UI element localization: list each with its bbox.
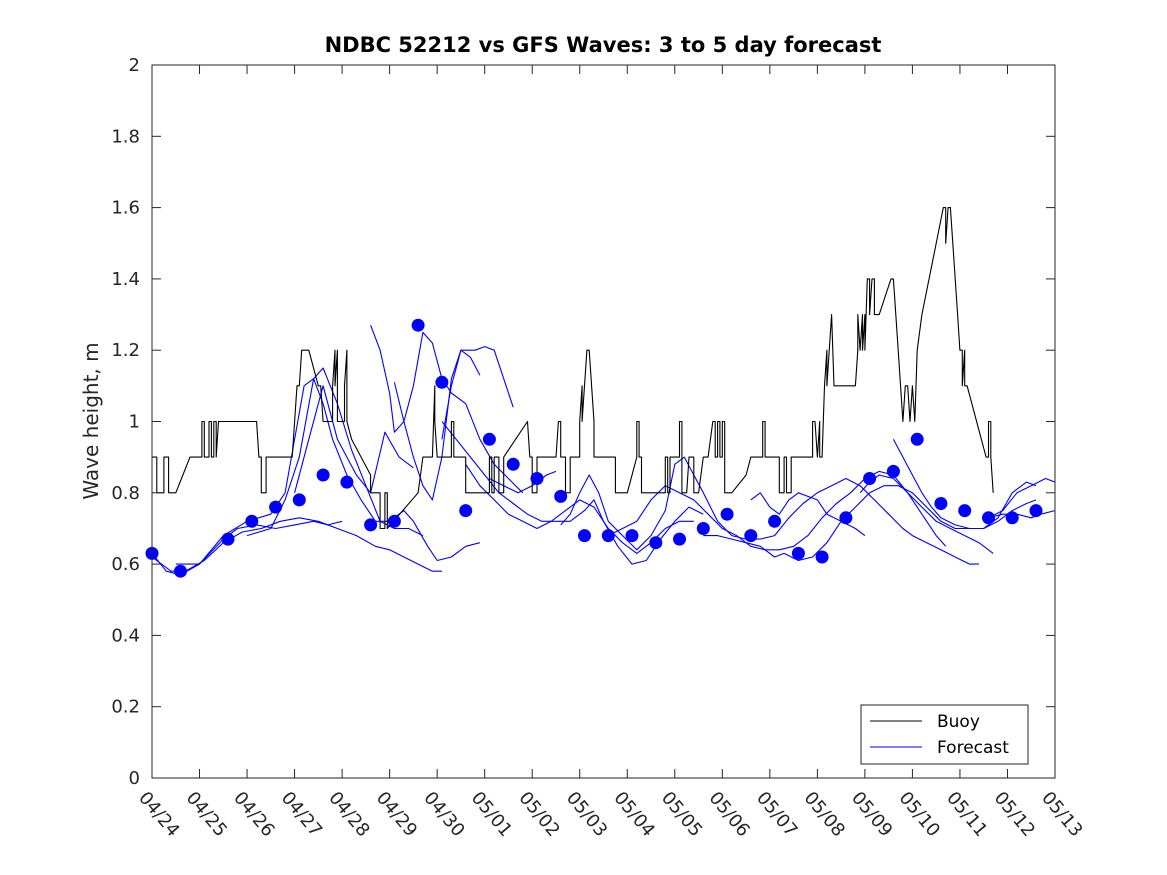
forecast-series-line <box>175 378 481 565</box>
y-tick-label: 2 <box>129 55 140 76</box>
forecast-point <box>886 464 900 478</box>
forecast-point <box>839 511 853 525</box>
y-tick-label: 1.8 <box>111 126 140 147</box>
forecast-point <box>411 318 425 332</box>
forecast-series-line <box>892 439 1037 530</box>
forecast-point <box>601 529 615 543</box>
y-tick-label: 1.2 <box>111 340 140 361</box>
forecast-point <box>1029 504 1043 518</box>
forecast-point <box>863 472 877 485</box>
forecast-point <box>174 564 187 578</box>
forecast-point <box>554 489 568 503</box>
forecast-point <box>506 457 520 471</box>
forecast-point <box>340 475 354 489</box>
y-tick-label: 0.6 <box>111 554 140 575</box>
forecast-point <box>696 522 710 535</box>
forecast-point <box>815 550 829 564</box>
legend-box <box>860 704 1029 765</box>
forecast-series-line <box>294 385 414 494</box>
forecast-point <box>482 432 496 446</box>
forecast-point <box>269 500 283 514</box>
y-tick-label: 0 <box>129 768 140 789</box>
marker-layer <box>145 318 1043 578</box>
y-tick-label: 0.4 <box>111 625 140 646</box>
forecast-point <box>958 504 972 518</box>
y-tick-label: 0.2 <box>111 697 140 718</box>
forecast-point <box>245 514 259 528</box>
forecast-point <box>316 468 330 482</box>
forecast-series-line <box>393 349 481 501</box>
forecast-point <box>649 536 663 550</box>
forecast-point <box>578 529 591 543</box>
y-tick-label: 1.6 <box>111 198 140 219</box>
forecast-point <box>459 504 473 518</box>
forecast-point <box>768 514 782 528</box>
forecast-point <box>625 529 639 543</box>
forecast-series-line <box>370 325 524 494</box>
y-tick-label: 1 <box>129 412 140 433</box>
forecast-point <box>364 518 378 532</box>
forecast-series-line <box>988 510 1055 519</box>
legend: Buoy Forecast <box>860 704 1029 765</box>
forecast-point <box>387 514 401 528</box>
y-tick-label: 0.8 <box>111 483 140 504</box>
forecast-point <box>791 546 805 560</box>
y-axis: 0 0.2 0.4 0.6 0.8 1 1.2 1.4 1.6 1.8 2 <box>111 55 1055 789</box>
forecast-point <box>221 532 235 546</box>
forecast-point <box>530 472 544 485</box>
legend-forecast-label: Forecast <box>937 738 1009 758</box>
forecast-point <box>1005 511 1019 525</box>
y-tick-label: 1.4 <box>111 269 140 290</box>
forecast-point <box>744 529 758 543</box>
chart-title: NDBC 52212 vs GFS Waves: 3 to 5 day fore… <box>325 33 882 57</box>
forecast-series-line <box>489 470 557 494</box>
forecast-point <box>720 507 734 521</box>
y-axis-label: Wave height, m <box>79 342 103 499</box>
legend-buoy-label: Buoy <box>937 712 980 732</box>
forecast-point <box>934 497 948 510</box>
forecast-point <box>292 493 306 507</box>
forecast-series-line <box>441 346 514 440</box>
forecast-series-line <box>988 477 1055 519</box>
forecast-point <box>435 375 449 389</box>
buoy-series-line <box>152 207 994 530</box>
forecast-point <box>673 532 686 546</box>
forecast-point <box>982 511 995 525</box>
forecast-point <box>910 432 924 446</box>
